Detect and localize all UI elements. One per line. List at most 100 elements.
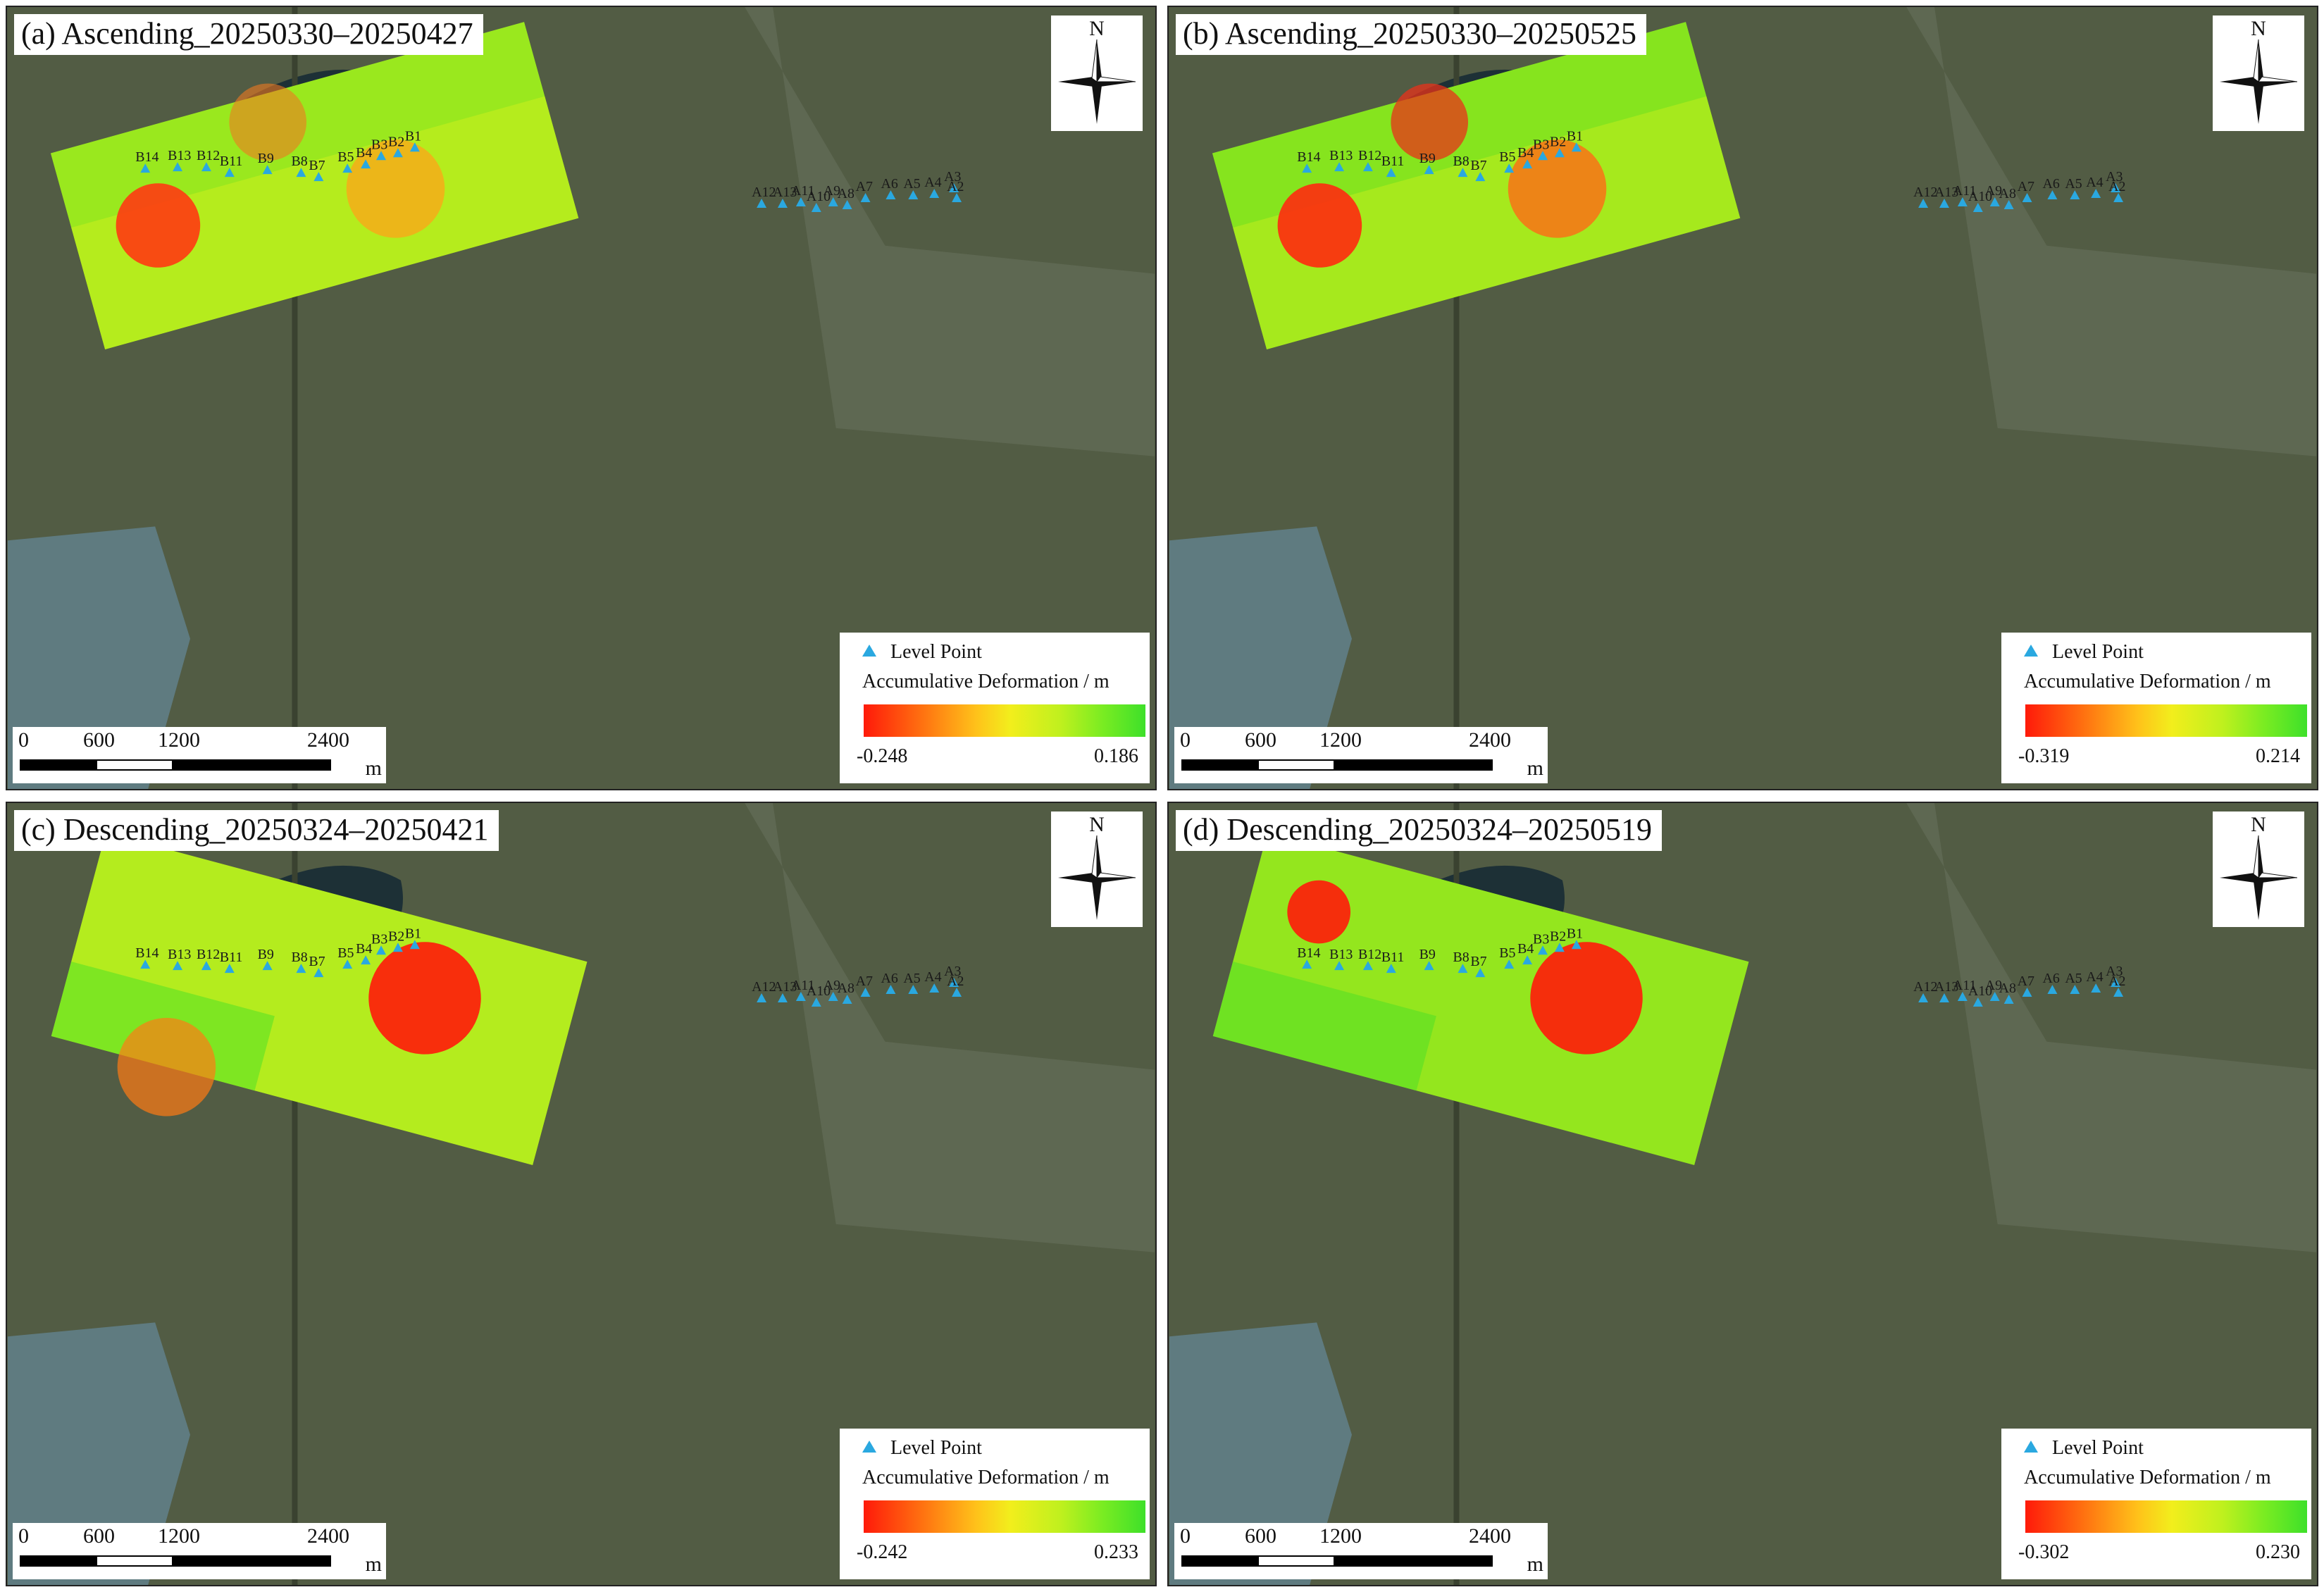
level-point-marker [842,995,852,1004]
scale-tick: 0 [18,728,29,752]
scale-unit: m [365,1553,382,1576]
level-point-marker [1458,168,1468,178]
level-point-marker [811,202,821,212]
level-point-label: A13 [773,185,797,200]
level-point-marker [1989,992,2000,1001]
level-point-marker [1571,142,1582,152]
level-point-marker [376,945,386,955]
level-point-marker [1554,943,1565,952]
level-point-label: A6 [881,971,897,986]
scale-tick: 2400 [307,1524,349,1548]
level-point-marker [1302,163,1312,173]
level-point-label: B9 [258,947,274,962]
level-point-marker [1989,197,2000,206]
level-point-label: B4 [1517,145,1534,161]
level-point-label: B9 [1419,947,1436,962]
level-point-marker [1939,993,1949,1002]
level-point-marker [140,163,151,173]
level-point-marker [224,964,235,974]
legend-max: 0.214 [2256,745,2300,767]
level-point-marker [1334,162,1345,172]
level-point-marker [1554,148,1565,158]
level-point-marker [828,992,838,1001]
legend-title: Accumulative Deformation / m [2024,671,2271,692]
level-point-marker [201,162,211,172]
legend-min: -0.319 [2018,745,2070,767]
level-point-marker [201,961,211,971]
level-point-marker [777,993,788,1002]
level-point-marker [2091,983,2101,993]
level-point-marker [1475,968,1486,978]
level-point-marker [140,959,151,969]
level-point-label: B3 [371,137,387,152]
level-point-marker [313,172,324,182]
level-point-label: B13 [1329,947,1353,962]
north-arrow: N [1051,15,1143,131]
level-point-marker [361,159,371,169]
level-point-label: A12 [752,979,776,995]
scale-tick: 1200 [158,728,200,752]
scale-tick: 2400 [1469,1524,1511,1548]
level-point-marker [1972,997,1983,1007]
legend-max: 0.230 [2256,1541,2300,1563]
level-point-label: B5 [1499,945,1515,961]
level-point-marker [929,189,940,199]
level-point-marker [2113,988,2124,997]
scale-tick: 2400 [307,728,349,752]
level-point-marker [860,988,871,997]
legend-point-label: Level Point [890,641,982,663]
panel-d: B14 B13 B12 B11 B9 B8 B7 B5 B4 B3 B2 B1 A12 A13 A11 A1… [1167,802,2318,1586]
scale-tick: 600 [1245,728,1276,752]
level-point-label: A6 [881,176,897,192]
level-point-label: B2 [388,928,404,944]
level-point-label: B1 [405,926,421,941]
level-point-label: A8 [838,186,855,201]
insar-footprint [51,833,588,1165]
level-point-label: A3 [2106,964,2123,979]
level-point-label: A2 [2108,974,2125,989]
level-point-marker [1571,940,1582,950]
level-point-label: B3 [1533,931,1549,947]
level-point-label: B12 [197,947,220,962]
level-point-label: A13 [773,979,797,995]
level-point-marker [2003,200,2014,209]
scale-tick: 0 [1180,728,1191,752]
level-point-label: A13 [1934,979,1958,995]
level-point-marker [811,997,821,1007]
level-point-marker [1538,945,1548,955]
north-label: N [1089,17,1105,40]
level-point-marker [1522,159,1533,169]
level-point-marker [886,190,896,200]
level-point-label: B7 [1470,158,1486,173]
scale-bar: 0 600 1200 2400 m [13,727,386,783]
north-label: N [1089,813,1105,836]
level-point-label: A9 [1985,978,2002,993]
level-point-label: B14 [135,945,159,961]
legend-colorbar [864,704,1145,737]
level-point-label: A10 [807,983,831,999]
level-point-label: B1 [1567,128,1583,144]
level-point-label: A11 [1953,183,1977,199]
level-point-label: B2 [388,134,404,149]
level-point-marker [173,162,183,172]
level-point-marker [1957,992,1968,1001]
level-point-label: B8 [291,154,307,169]
level-point-marker [2111,183,2121,193]
level-point-label: B1 [1567,926,1583,941]
panel-title: (d) Descending_20250324–20250519 [1176,810,1663,852]
level-point-label: B2 [1550,134,1566,149]
level-point-marker [929,983,940,993]
legend-title: Accumulative Deformation / m [862,1467,1110,1488]
legend-point-label: Level Point [2052,1437,2144,1459]
legend-min: -0.302 [2018,1541,2070,1563]
level-point-marker [1302,959,1312,969]
level-point-marker [1475,172,1486,182]
level-point-label: A2 [2108,179,2125,194]
level-point-label: B5 [337,149,354,165]
legend-max: 0.233 [1094,1541,1138,1563]
